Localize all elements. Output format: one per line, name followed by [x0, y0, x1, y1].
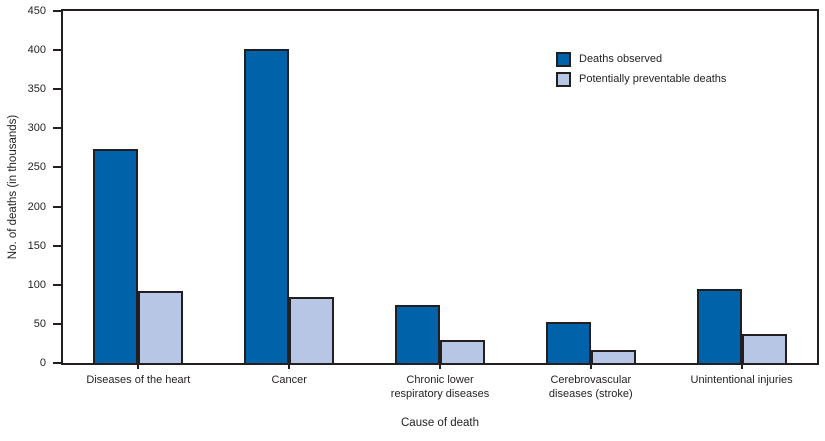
- x-tick-mark: [740, 363, 743, 369]
- x-category-label: Diseases of the heart: [86, 374, 191, 386]
- y-tick-mark: [53, 362, 61, 364]
- bar-potentially-preventable-deaths-0: [138, 291, 184, 363]
- bar-deaths-observed-0: [93, 149, 139, 363]
- bar-deaths-observed-4: [696, 288, 742, 363]
- y-tick-mark: [53, 127, 61, 130]
- bar-potentially-preventable-deaths-4: [741, 334, 787, 363]
- bar-potentially-preventable-deaths-2: [440, 340, 485, 363]
- y-tick-mark: [53, 166, 61, 169]
- y-axis-title: No. of deaths (in thousands): [7, 114, 19, 260]
- y-tick-label: 300: [27, 122, 46, 135]
- legend-label: Potentially preventable deaths: [579, 73, 727, 85]
- y-tick-label: 150: [27, 239, 46, 252]
- legend-item-preventable-deaths: Potentially preventable deaths: [556, 72, 726, 87]
- bar-deaths-observed-1: [244, 48, 290, 363]
- y-tick-mark: [53, 205, 61, 208]
- y-tick-label: 350: [27, 83, 46, 96]
- y-tick-label: 250: [27, 161, 46, 174]
- x-axis-title: Cause of death: [400, 417, 480, 429]
- y-tick-mark: [53, 49, 61, 52]
- x-tick-mark: [288, 363, 291, 369]
- y-tick-label: 200: [27, 200, 46, 213]
- y-tick-label: 450: [27, 5, 46, 17]
- y-tick-label: 50: [33, 317, 46, 330]
- y-tick-mark: [53, 283, 61, 286]
- bar-deaths-observed-3: [545, 322, 591, 363]
- y-tick-label: 0: [39, 357, 46, 369]
- legend-swatch-deaths-observed: [556, 52, 571, 67]
- x-tick-mark: [439, 363, 441, 369]
- legend-swatch-preventable-deaths: [556, 72, 571, 87]
- x-category-label: Cancer: [271, 374, 307, 386]
- y-tick-mark: [53, 10, 61, 12]
- x-tick-mark: [589, 363, 592, 369]
- legend-item-deaths-observed: Deaths observed: [556, 52, 726, 67]
- bar-potentially-preventable-deaths-1: [289, 297, 335, 363]
- legend-label: Deaths observed: [579, 53, 663, 65]
- y-tick-mark: [53, 322, 61, 325]
- bar-potentially-preventable-deaths-3: [590, 349, 636, 363]
- y-tick-label: 400: [27, 44, 46, 57]
- x-category-label: Chronic lower respiratory diseases: [390, 374, 490, 400]
- x-category-label: Cerebrovascular diseases (stroke): [548, 374, 633, 400]
- y-tick-mark: [53, 244, 61, 247]
- y-tick-mark: [53, 88, 61, 91]
- plot-area: [61, 9, 819, 365]
- legend: Deaths observed Potentially preventable …: [556, 52, 726, 92]
- y-tick-label: 100: [27, 278, 46, 291]
- x-tick-mark: [137, 363, 140, 369]
- x-category-label: Unintentional injuries: [690, 374, 793, 386]
- bar-deaths-observed-2: [395, 305, 440, 363]
